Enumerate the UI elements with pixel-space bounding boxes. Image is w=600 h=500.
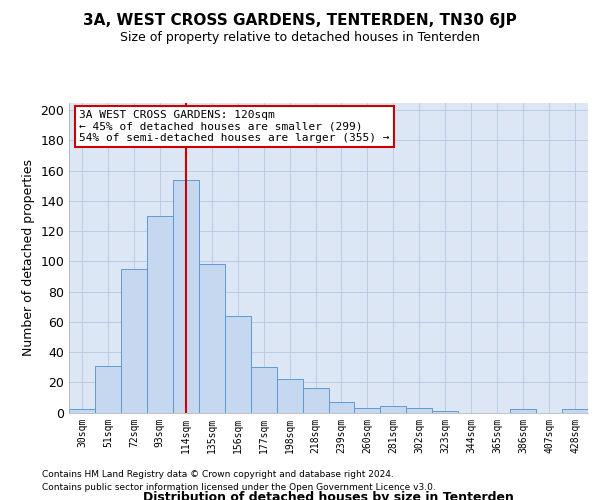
Text: 3A, WEST CROSS GARDENS, TENTERDEN, TN30 6JP: 3A, WEST CROSS GARDENS, TENTERDEN, TN30 …	[83, 12, 517, 28]
Text: Contains public sector information licensed under the Open Government Licence v3: Contains public sector information licen…	[42, 483, 436, 492]
Bar	[380, 406, 406, 412]
Bar	[121, 269, 147, 412]
Text: 3A WEST CROSS GARDENS: 120sqm
← 45% of detached houses are smaller (299)
54% of : 3A WEST CROSS GARDENS: 120sqm ← 45% of d…	[79, 110, 390, 144]
Bar	[355, 408, 380, 412]
Bar	[251, 367, 277, 412]
Text: Size of property relative to detached houses in Tenterden: Size of property relative to detached ho…	[120, 31, 480, 44]
Bar	[406, 408, 432, 412]
Bar	[199, 264, 224, 412]
Bar	[225, 316, 251, 412]
Bar	[95, 366, 121, 412]
Bar	[510, 410, 536, 412]
Bar	[147, 216, 173, 412]
Bar	[277, 379, 302, 412]
Bar	[302, 388, 329, 412]
Bar	[173, 180, 199, 412]
Text: Contains HM Land Registry data © Crown copyright and database right 2024.: Contains HM Land Registry data © Crown c…	[42, 470, 394, 479]
Bar	[329, 402, 355, 412]
Y-axis label: Number of detached properties: Number of detached properties	[22, 159, 35, 356]
Bar	[562, 410, 588, 412]
Bar	[69, 410, 95, 412]
X-axis label: Distribution of detached houses by size in Tenterden: Distribution of detached houses by size …	[143, 492, 514, 500]
Bar	[433, 411, 458, 412]
